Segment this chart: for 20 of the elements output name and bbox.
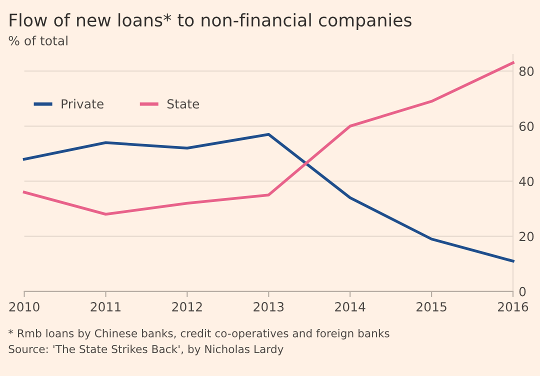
chart-title: Flow of new loans* to non-financial companies [10, 13, 412, 30]
legend-label: Private [62, 98, 104, 109]
line-series [22, 61, 514, 216]
y-tick-label: 80 [519, 66, 534, 76]
x-tick-label: 2010 [9, 302, 40, 312]
y-tick-label: 40 [519, 176, 534, 186]
x-tick-label: 2013 [254, 302, 284, 312]
y-tick-label: 20 [519, 232, 534, 242]
x-tick-label: 2011 [90, 302, 120, 312]
x-tick-label: 2014 [335, 302, 366, 312]
x-tick-label: 2012 [172, 302, 202, 312]
legend-label: State [167, 99, 200, 109]
y-axis-title: % of total [8, 36, 68, 46]
y-tick-label: 60 [519, 122, 534, 132]
text: * Rmb loans by Chinese banks, credit co-operatives and foreign banks [8, 329, 390, 340]
line-series [22, 133, 514, 262]
x-tick-label: 2016 [498, 302, 528, 312]
source-note: Source: 'The State Strikes Back', by Nicholas Lardy [8, 344, 284, 356]
y-tick-label: 0 [519, 286, 526, 296]
x-tick-label: 2015 [416, 302, 446, 312]
